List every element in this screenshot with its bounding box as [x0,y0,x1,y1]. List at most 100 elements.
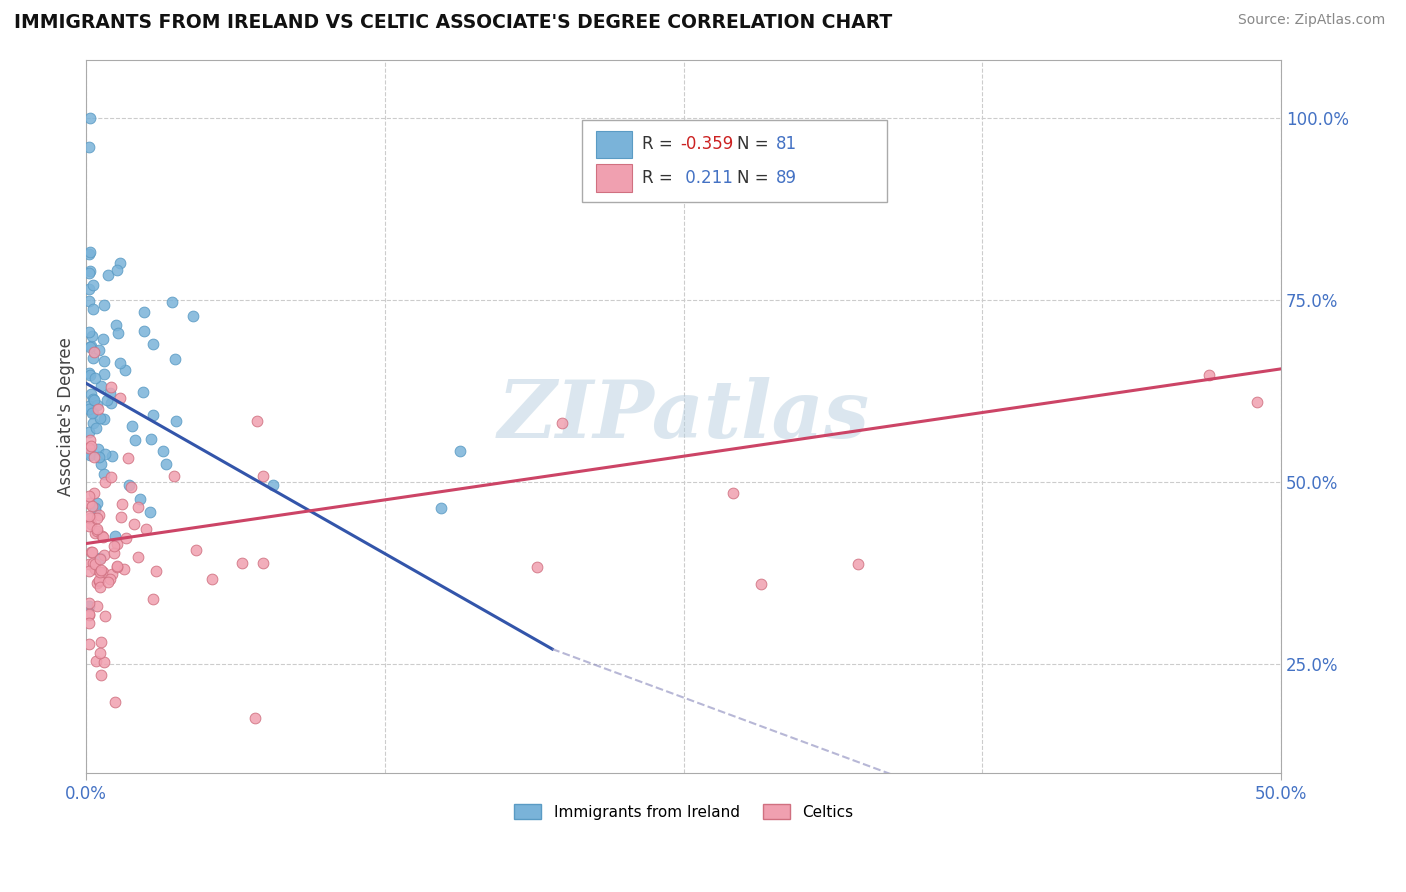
Point [79,245,101,260]
Point [721,486,744,500]
Point [142,408,165,422]
Point [82,302,104,317]
Point [79,111,101,125]
Text: 89: 89 [776,169,797,187]
Point [77,495,100,509]
Point [139,432,162,446]
Point [163,468,186,483]
Point [89,565,111,579]
Point [90,668,112,682]
Text: 81: 81 [776,136,797,153]
Point [132,304,155,318]
Point [82,416,104,430]
Point [82,392,104,406]
Point [79,511,101,525]
Point [77,401,100,416]
Point [84,562,107,576]
Point [77,247,100,261]
Point [94,447,117,461]
FancyBboxPatch shape [596,131,633,158]
Point [90,634,112,648]
Point [86,511,108,525]
Point [93,367,115,381]
Point [135,522,157,536]
Point [243,711,266,725]
Point [93,467,115,481]
Point [112,562,135,576]
Point [89,411,111,425]
Point [93,412,115,426]
Point [79,516,101,531]
Point [83,450,105,464]
Point [93,548,115,562]
Point [89,647,111,661]
Point [89,508,111,523]
Point [77,607,100,622]
Point [105,559,128,574]
Point [77,519,100,533]
Text: -0.359: -0.359 [681,136,734,153]
Point [252,469,274,483]
Point [79,433,101,447]
Point [132,384,155,399]
Legend: Immigrants from Ireland, Celtics: Immigrants from Ireland, Celtics [508,797,859,826]
Text: ZIPatlas: ZIPatlas [498,377,870,455]
Point [262,478,284,492]
Point [163,351,186,366]
Point [77,564,100,578]
Text: N =: N = [737,169,775,187]
Point [80,500,103,514]
Text: 0.211: 0.211 [681,169,733,187]
Point [89,552,111,566]
Point [83,392,105,407]
Point [90,563,112,577]
Point [83,371,105,385]
Point [80,544,103,558]
Point [105,262,128,277]
Point [430,501,453,516]
Point [93,609,115,624]
Point [104,318,127,333]
Point [77,441,100,455]
Point [104,695,127,709]
Text: R =: R = [641,136,678,153]
Point [114,363,136,377]
Point [142,591,165,606]
Point [79,264,101,278]
Point [77,325,100,339]
Point [139,505,162,519]
Point [1246,394,1268,409]
Point [108,356,131,370]
Y-axis label: Associate's Degree: Associate's Degree [58,337,75,496]
Point [186,543,208,558]
Point [86,575,108,590]
Point [201,572,224,586]
Point [79,386,101,401]
Point [91,530,114,544]
Point [526,560,548,574]
Point [252,556,274,570]
Point [97,268,120,282]
Point [77,557,100,571]
Point [145,564,167,578]
Point [107,326,129,340]
Point [749,577,772,591]
Point [89,379,111,393]
Point [1198,368,1220,383]
Point [77,599,100,613]
Point [87,401,110,416]
Point [98,572,121,586]
Point [86,398,108,412]
Point [155,457,177,471]
Point [87,574,110,588]
Point [110,497,132,511]
Point [90,529,112,543]
Point [103,546,125,560]
Point [83,345,105,359]
Point [127,550,149,565]
Point [77,509,100,524]
Point [84,525,107,540]
Point [181,310,204,324]
Point [84,421,107,435]
Point [105,537,128,551]
